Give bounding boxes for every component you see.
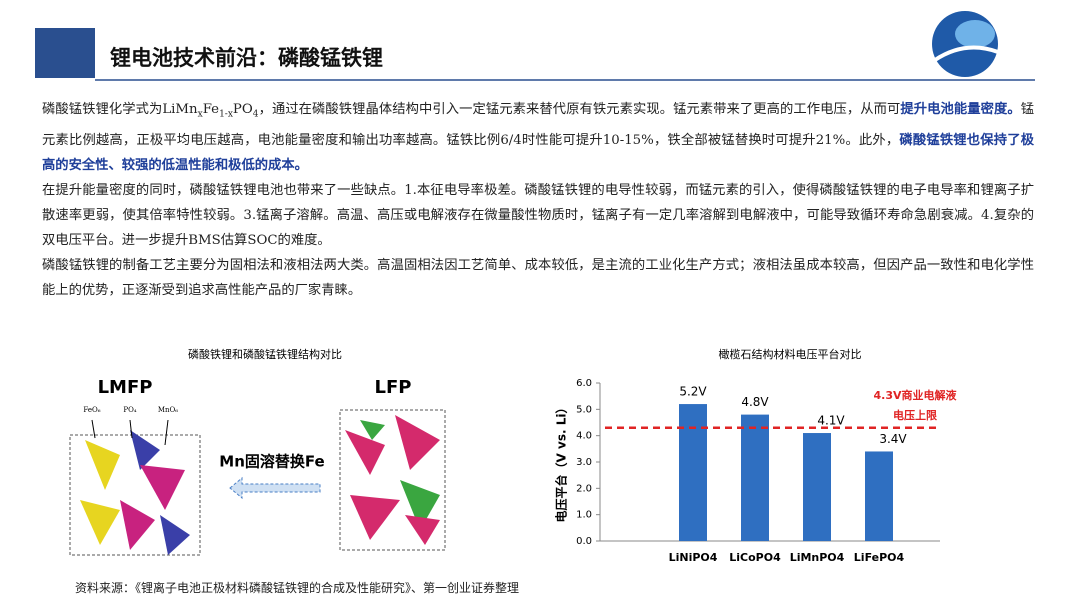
logo-swoosh [933,45,999,62]
highlight: 磷酸锰铁锂也保持了极高的安全性、较强的低温性能和极低的成本。 [42,132,1035,173]
source: 资料来源：《锂离子电池正极材料磷酸锰铁锂的合成及性能研究》、第一创业证券整理 [75,581,520,595]
value-label: 5.2V [679,385,707,399]
arrow [229,476,321,500]
y-axis-label: 电压平台（V vs. Li） [554,402,569,523]
text: 4 [252,109,259,120]
y-tick-label: 0.0 [576,536,592,547]
legend-label: PO₄ [123,406,136,414]
legend-label: MnO₆ [158,406,178,414]
bar [865,451,893,541]
text: x [197,109,203,120]
y-tick-label: 2.0 [576,483,592,494]
value-label: 4.1V [817,414,845,428]
bar [803,433,831,541]
reference-label: 4.3V商业电解液 [874,388,958,402]
body-text: 磷酸锰铁锂化学式为LiMnxFe1-xPO4，通过在磷酸铁锂晶体结构中引入一定锰… [42,97,1034,303]
figure-label: LMFP [98,377,153,398]
arrow-label: Mn固溶替换Fe [219,453,324,471]
text: ，通过在磷酸铁锂晶体结构中引入一定锰元素来替代原有铁元素实现。锰元素带来了更高的… [258,102,901,117]
figure-label: LFP [375,377,412,398]
logo-shine [955,20,995,48]
value-label: 4.8V [741,395,769,409]
x-tick-label: LiNiPO4 [669,551,718,564]
y-tick-label: 3.0 [576,457,592,468]
x-tick-label: LiFePO4 [854,551,905,564]
lfp-structure [339,409,446,551]
y-tick-label: 4.0 [576,431,592,442]
y-tick-label: 1.0 [576,510,592,521]
legend-label: FeO₆ [83,406,100,414]
text: Fe [202,102,220,117]
bar [679,404,707,541]
paragraph: 磷酸锰铁锂的制备工艺主要分为固相法和液相法两大类。高温固相法因工艺简单、成本较低… [42,253,1034,303]
title: 锂电池技术前沿：磷酸锰铁锂 [110,46,383,70]
text: PO [232,102,253,117]
paragraph: 磷酸锰铁锂化学式为LiMnxFe1-xPO4，通过在磷酸铁锂晶体结构中引入一定锰… [42,97,1034,178]
paragraph: 在提升能量密度的同时，磷酸锰铁锂电池也带来了一些缺点。1.本征电导率极差。磷酸锰… [42,178,1034,253]
highlight: 提升电池能量密度。 [900,102,1021,117]
value-label: 3.4V [879,432,907,446]
text: 磷酸锰铁锂的制备工艺主要分为固相法和液相法两大类。高温固相法因工艺简单、成本较低… [42,257,1034,298]
x-tick-label: LiCoPO4 [729,551,781,564]
text: 锰元素比例越高，正极平均电压越高，电池能量密度和输出功率越高。锰铁比例6/4时性… [42,102,1035,148]
text: 在提升能量密度的同时，磷酸锰铁锂电池也带来了一些缺点。1.本征电导率极差。磷酸锰… [42,182,1034,248]
text: 磷酸锰铁锂化学式为LiMn [42,102,198,117]
chart-title: 橄榄石结构材料电压平台对比 [719,347,862,361]
figure-caption: 磷酸铁锂和磷酸锰铁锂结构对比 [188,347,342,361]
y-tick-label: 6.0 [576,378,592,389]
bar [741,414,769,541]
reference-label: 电压上限 [893,408,937,422]
header-block [35,28,95,78]
y-tick-label: 5.0 [576,404,592,415]
x-tick-label: LiMnPO4 [790,551,845,564]
text: 1-x [219,109,233,120]
lmfp-structure [69,419,201,556]
